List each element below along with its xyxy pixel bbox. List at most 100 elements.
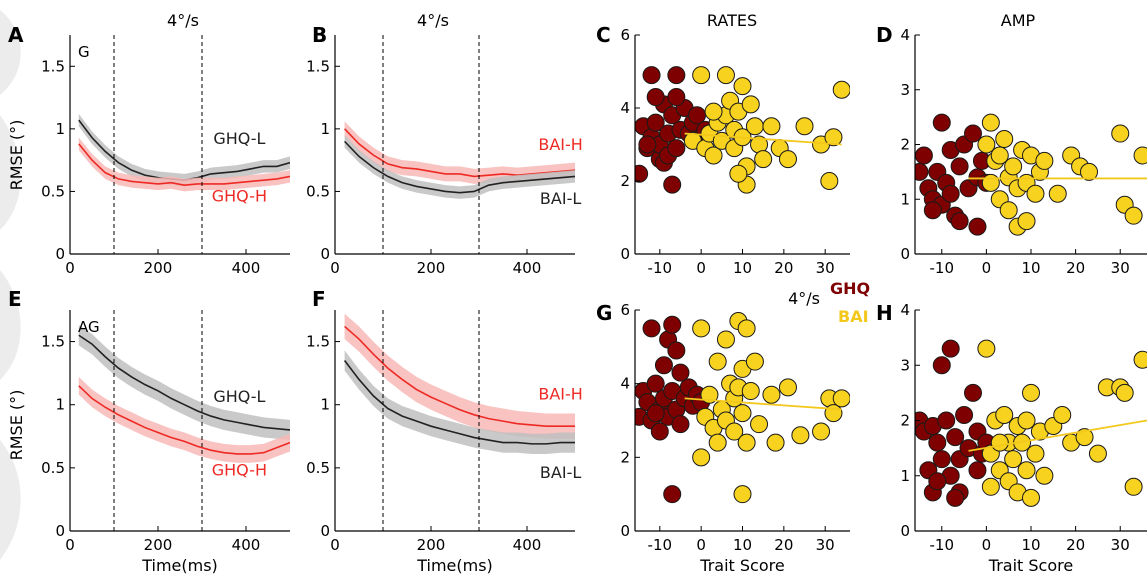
title-rates: RATES [707, 11, 757, 30]
point-bai [1133, 146, 1147, 165]
point-ghq [932, 450, 951, 469]
panel-letter-e: E [8, 287, 22, 311]
plot-area-c [635, 66, 850, 194]
point-ghq [968, 461, 987, 480]
x-tick-label-g: 0 [696, 536, 706, 554]
y-tick-label-a: 0 [55, 245, 65, 263]
point-bai [1124, 206, 1143, 225]
series-label-ghq-h: GHQ-H [212, 186, 267, 205]
point-bai [762, 385, 781, 404]
point-bai [1017, 461, 1036, 480]
x-tick-label-c: 10 [733, 259, 752, 277]
point-bai [791, 426, 810, 445]
point-ghq [646, 404, 665, 423]
title-speed-a: 4°/s [167, 11, 199, 30]
point-bai [990, 146, 1009, 165]
x-tick-label-h: 20 [1066, 536, 1085, 554]
point-bai [999, 201, 1018, 220]
point-ghq [663, 485, 682, 504]
panel-c: -10 0 10 20 30 0 2 4 6 [620, 26, 850, 277]
x-tick-label-d: 10 [1021, 259, 1040, 277]
x-tick-label-e: 400 [232, 536, 261, 554]
y-tick-label-h: 4 [900, 301, 910, 319]
point-bai [778, 378, 797, 397]
point-bai [704, 102, 723, 121]
point-ghq [667, 139, 686, 158]
x-tick-label-c: 0 [696, 259, 706, 277]
point-ghq [642, 66, 661, 85]
point-bai [1111, 124, 1130, 143]
point-bai [1017, 411, 1036, 430]
point-bai [692, 66, 711, 85]
x-tick-label-b: 0 [330, 259, 340, 277]
point-ghq [654, 356, 673, 375]
y-tick-label-b: 0 [320, 245, 330, 263]
point-bai [708, 433, 727, 452]
point-bai [729, 164, 748, 183]
panel-g: -10 0 10 20 30 0 2 4 6 Trait Score [620, 301, 850, 575]
point-bai [990, 433, 1009, 452]
point-bai [741, 95, 760, 114]
panel-letter-b: B [312, 23, 327, 47]
point-ghq [915, 162, 929, 181]
point-bai [1133, 350, 1147, 369]
y-tick-label-h: 1 [900, 467, 910, 485]
point-ghq [946, 488, 965, 507]
series-label-ghq-h: GHQ-H [212, 460, 267, 479]
series-line-bai-l [344, 140, 575, 194]
point-bai [766, 433, 785, 452]
y-tick-label-c: 4 [620, 99, 630, 117]
y-tick-label-a: 0.5 [41, 182, 65, 200]
point-bai [1080, 162, 1098, 181]
point-bai [832, 389, 850, 408]
point-ghq [646, 88, 665, 107]
x-axis-label-h: Trait Score [988, 556, 1073, 575]
x-tick-label-d: 30 [1111, 259, 1130, 277]
y-tick-label-e: 0.5 [41, 459, 65, 477]
x-tick-label-c: 20 [774, 259, 793, 277]
point-bai [824, 128, 843, 147]
y-tick-label-c: 2 [620, 172, 630, 190]
point-bai [733, 404, 752, 423]
x-tick-label-g: -10 [648, 536, 673, 554]
error-band-bai-h [344, 313, 575, 439]
point-ghq [932, 356, 951, 375]
point-bai [1048, 184, 1067, 203]
y-tick-label-b: 1.5 [306, 57, 330, 75]
panel-letter-c: C [596, 23, 611, 47]
y-tick-label-f: 0 [320, 522, 330, 540]
point-bai [716, 330, 735, 349]
point-bai [981, 173, 1000, 192]
y-tick-label-d: 3 [900, 81, 910, 99]
plot-area-h [915, 339, 1147, 507]
point-ghq [964, 383, 982, 402]
point-bai [1004, 450, 1023, 469]
inset-label-a: G [78, 43, 90, 61]
point-bai [824, 404, 843, 423]
series-label-bai-h: BAI-H [538, 135, 582, 154]
error-band-ghq-h [78, 376, 290, 463]
point-ghq [968, 217, 987, 236]
fit-line-g [684, 397, 842, 411]
point-bai [704, 146, 723, 165]
panel-d: -10 0 10 20 30 0 1 2 3 4 [900, 26, 1147, 277]
series-label-ghq-l: GHQ-L [213, 129, 265, 148]
point-ghq [663, 175, 682, 194]
plot-area-g [635, 312, 850, 504]
y-tick-label-f: 1 [320, 396, 330, 414]
ylabel-top: RMSE (°) [7, 120, 26, 191]
y-tick-label-d: 4 [900, 26, 910, 44]
x-tick-label-e: 0 [65, 536, 75, 554]
series-line-bai-h [344, 128, 575, 178]
column-titles: 4°/s 4°/s RATES AMP [167, 11, 1036, 30]
y-tick-label-d: 0 [900, 245, 910, 263]
error-band-ghq-l [78, 325, 290, 441]
point-bai [1017, 212, 1036, 231]
panel-e: 0 200 400 0 0.5 1 1.5 Time(ms) AG GHQ-L GHQ-H [41, 310, 290, 575]
y-tick-label-g: 0 [620, 522, 630, 540]
point-bai [1075, 428, 1094, 447]
panel-f: 0 200 400 0 0.5 1 1.5 Time(ms) BAI-H BAI-L [306, 310, 583, 575]
legend-ghq: GHQ [830, 279, 870, 298]
y-tick-label-b: 1 [320, 120, 330, 138]
y-tick-label-f: 0.5 [306, 459, 330, 477]
